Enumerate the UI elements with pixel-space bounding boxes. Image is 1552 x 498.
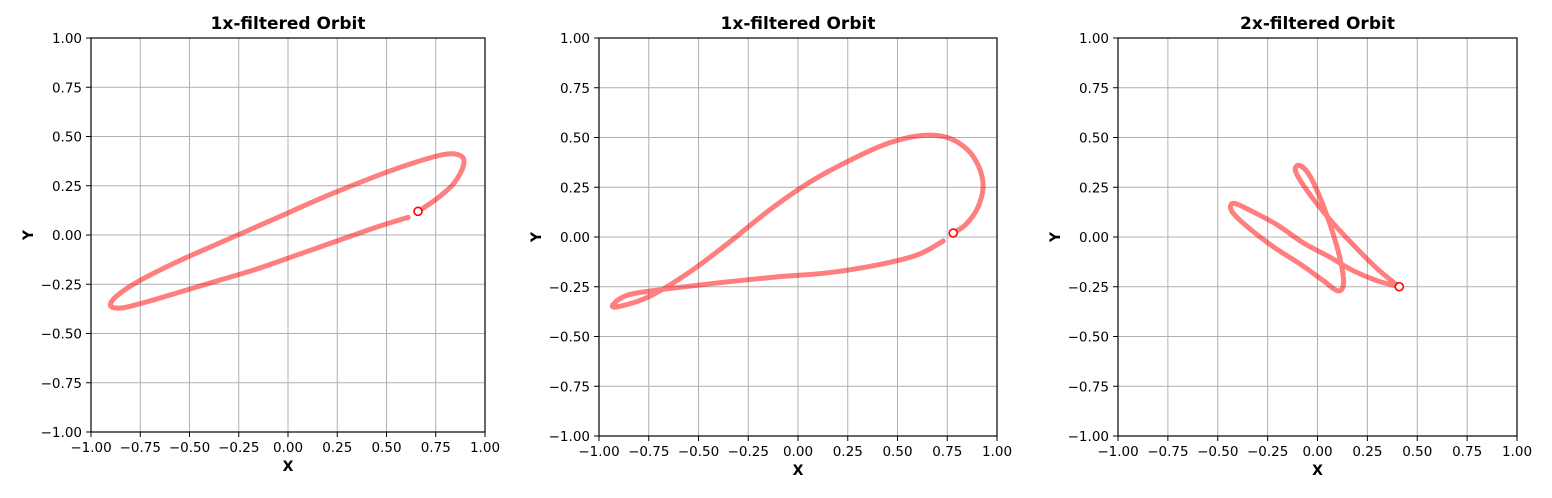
y-tick-label: 1.00 (52, 31, 82, 47)
chart-panel-1: −1.00 −0.75 −0.50 −0.25 0.00 0.25 0.50 0.75 1.00… (21, 14, 500, 475)
y-axis-label: Y (529, 231, 545, 243)
orbit-line (1227, 162, 1402, 294)
x-axis-label: X (283, 459, 294, 475)
chart-panel-3: −1.00 −0.75 −0.50 −0.25 0.00 0.25 0.50 0.75 1.00… (1048, 14, 1532, 479)
y-tick-label: 0.75 (560, 81, 590, 97)
y-tick-label: 0.75 (1079, 81, 1109, 97)
x-tick-label: 0.50 (1402, 444, 1432, 460)
y-tick-label: −0.25 (549, 280, 590, 296)
x-tick-label: −0.75 (628, 444, 669, 460)
y-tick-label: −0.75 (1068, 379, 1109, 395)
x-tick-label: 0.50 (371, 440, 401, 456)
y-tick-label: 0.75 (52, 80, 82, 96)
chart-panel-2: −1.00 −0.75 −0.50 −0.25 0.00 0.25 0.50 0.75 1.00… (529, 14, 1012, 479)
x-tick-label: −1.00 (70, 440, 111, 456)
chart-title: 1x-filtered Orbit (721, 14, 876, 34)
x-tick-label: −0.75 (1147, 444, 1188, 460)
x-tick-label: −0.25 (1247, 444, 1288, 460)
y-tick-label: −0.50 (41, 327, 82, 343)
y-axis-label: Y (1048, 231, 1064, 243)
x-tick-label: 0.75 (421, 440, 451, 456)
y-tick-label: −1.00 (41, 425, 82, 441)
y-tick-label: 0.00 (1079, 230, 1109, 246)
x-tick-label: 1.00 (470, 440, 500, 456)
y-tick-label: 0.50 (1079, 131, 1109, 147)
y-tick-label: −0.75 (41, 376, 82, 392)
x-tick-label: −0.50 (1197, 444, 1238, 460)
y-tick-label: −0.50 (549, 330, 590, 346)
x-tick-label: 0.00 (783, 444, 813, 460)
x-tick-label: 0.25 (322, 440, 352, 456)
orbit-line (609, 132, 986, 310)
y-tick-label: 0.25 (560, 180, 590, 196)
x-tick-label: 0.00 (273, 440, 303, 456)
y-tick-label: −0.50 (1068, 330, 1109, 346)
orbit-endpoint-marker (413, 206, 423, 217)
orbit-line (107, 151, 467, 311)
y-tick-label: 0.00 (560, 230, 590, 246)
x-tick-label: 0.50 (882, 444, 912, 460)
y-axis-label: Y (21, 229, 37, 241)
x-tick-label: 0.75 (932, 444, 962, 460)
x-tick-label: −0.50 (169, 440, 210, 456)
y-tick-label: −1.00 (1068, 429, 1109, 445)
x-tick-label: −0.75 (120, 440, 161, 456)
x-tick-label: −0.25 (218, 440, 259, 456)
x-tick-label: 0.75 (1452, 444, 1482, 460)
y-tick-label: 0.50 (52, 130, 82, 146)
y-tick-label: 0.25 (52, 179, 82, 195)
y-tick-label: −0.75 (549, 379, 590, 395)
x-tick-label: −1.00 (1097, 444, 1138, 460)
x-tick-label: 0.00 (1302, 444, 1332, 460)
y-tick-label: −0.25 (41, 277, 82, 293)
chart-title: 1x-filtered Orbit (211, 14, 366, 34)
y-tick-label: 1.00 (560, 31, 590, 47)
x-tick-label: −1.00 (578, 444, 619, 460)
x-tick-label: 1.00 (1502, 444, 1532, 460)
x-tick-label: −0.25 (728, 444, 769, 460)
y-tick-label: 0.25 (1079, 180, 1109, 196)
orbit-endpoint-marker (948, 228, 959, 238)
chart-title: 2x-filtered Orbit (1240, 14, 1395, 34)
orbit-endpoint-marker (1394, 281, 1405, 292)
x-axis-label: X (793, 463, 804, 479)
y-tick-label: −1.00 (549, 429, 590, 445)
x-tick-label: 0.25 (1352, 444, 1382, 460)
x-tick-label: −0.50 (678, 444, 719, 460)
y-tick-label: −0.25 (1068, 280, 1109, 296)
x-axis-label: X (1312, 463, 1323, 479)
y-tick-label: 1.00 (1079, 31, 1109, 47)
x-tick-label: 0.25 (833, 444, 863, 460)
y-tick-label: 0.50 (560, 131, 590, 147)
x-tick-label: 1.00 (982, 444, 1012, 460)
y-tick-label: 0.00 (52, 228, 82, 244)
